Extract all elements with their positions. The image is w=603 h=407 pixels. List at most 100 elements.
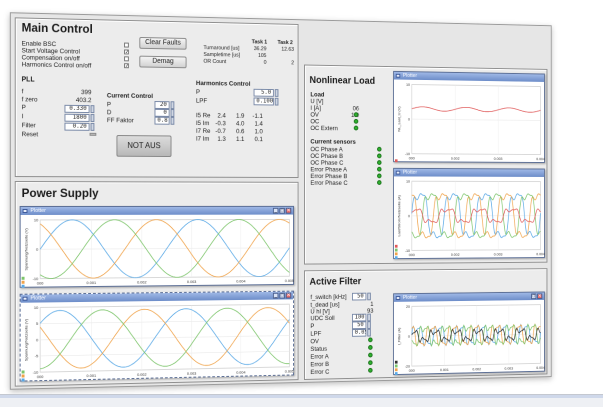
y-axis-label: I_Filter (A) <box>397 327 401 345</box>
close-button[interactable]: ✕ <box>286 293 291 299</box>
harmonics-control-label: Harmonics Control on/off <box>22 61 92 69</box>
enable-bsc-checkbox[interactable] <box>124 43 129 48</box>
af-udc-spinner[interactable] <box>367 314 371 322</box>
x-tick-label: 0.004 <box>236 370 246 375</box>
af-error-b-label: Error B <box>310 361 329 368</box>
maximize-button[interactable]: □ <box>279 293 284 299</box>
af-lpf-spinner[interactable] <box>367 329 371 337</box>
pll-i-spinner[interactable] <box>91 114 95 122</box>
compensation-checkbox[interactable] <box>124 56 129 61</box>
x-tick-label: 0.003 <box>494 252 503 257</box>
pll-reset-toggle[interactable] <box>90 133 97 136</box>
minimize-button[interactable]: _ <box>273 208 279 214</box>
cc-d-spinner[interactable] <box>171 109 175 117</box>
x-tick-label: 0.002 <box>451 252 460 257</box>
legend-swatch <box>395 365 398 368</box>
hc-lpf-input[interactable]: 0.1000 <box>254 97 274 105</box>
pll-filter-spinner[interactable] <box>91 123 95 131</box>
active-filter-plotter[interactable]: Plotter □ ✕ 20 0 -20 000 0.001 0.002 0.003 0.00… <box>393 292 545 376</box>
power-supply-plotter-2[interactable]: Plotter _ □ ✕ 10 5 0 -5 -10 000 0.001 0.002 0.00… <box>20 291 294 382</box>
nonlinear-load-plotter-2[interactable]: Plotter 10 0 -10 000 0.002 0.003 0.004 Last/Str… <box>393 168 545 259</box>
cc-p-input[interactable]: 20 <box>155 101 170 109</box>
hc-row-value: 1.0 <box>248 128 263 135</box>
pll-i-input[interactable]: 1800 <box>64 114 89 122</box>
nonlinear-load-chart-2: 100-10000 0.002 0.003 0.004Last/Strom/Netzs… <box>394 176 546 260</box>
x-tick-label: 000 <box>409 368 416 373</box>
hc-lpf-spinner[interactable] <box>275 98 279 106</box>
close-button[interactable]: ✕ <box>537 293 542 299</box>
sensor-led <box>377 180 381 185</box>
y-axis-label: Last/Strom/Netzseite (A) <box>397 195 401 237</box>
nonlinear-load-chart-1: 100-10000 0.002 0.003 0.004NL_Last_U (V) <box>394 79 546 163</box>
current-sensors-title: Current sensors <box>310 139 355 146</box>
minimize-button[interactable]: □ <box>531 293 536 299</box>
power-supply-chart-1: 100-10000 0.001 0.002 0.003 0.004 0.005Spannu… <box>21 215 295 289</box>
harmonics-control-checkbox[interactable]: ✓ <box>124 63 129 68</box>
load-status-led <box>354 112 358 117</box>
pll-p-spinner[interactable] <box>91 105 95 113</box>
af-fswitch-label: f_switch [kHz] <box>310 294 346 301</box>
pll-p-input[interactable]: 0.330 <box>64 105 89 113</box>
y-tick-label: 0 <box>408 213 411 218</box>
x-tick-label: 0.001 <box>86 280 96 285</box>
main-control-title: Main Control <box>22 20 93 35</box>
cc-p-spinner[interactable] <box>171 101 175 109</box>
not-aus-button[interactable]: NOT AUS <box>116 135 171 157</box>
load-oc-led <box>354 119 358 124</box>
legend-swatch <box>395 368 398 371</box>
af-p-spinner[interactable] <box>367 321 371 329</box>
cc-ff-label: FF Faktor <box>107 117 134 124</box>
demag-button[interactable]: Demag <box>139 56 186 69</box>
close-button[interactable]: ✕ <box>286 208 291 214</box>
legend-swatch <box>395 361 398 364</box>
hc-row-value: 2.4 <box>211 112 226 119</box>
start-voltage-control-checkbox[interactable]: ✓ <box>124 49 129 54</box>
hc-p-spinner[interactable] <box>275 89 279 97</box>
pll-filter-input[interactable]: 0.20 <box>64 123 89 131</box>
cc-d-input[interactable]: 0 <box>155 109 170 117</box>
pll-title: PLL <box>22 76 35 83</box>
x-tick-label: 0.001 <box>440 367 449 372</box>
plotter-title: Plotter <box>403 295 417 301</box>
current-control-title: Current Control <box>107 93 153 101</box>
legend-swatch <box>22 285 25 288</box>
power-supply-panel: Power Supply Plotter _ □ ✕ 10 0 -10 000 0.00… <box>15 181 299 387</box>
y-tick-label: -5 <box>35 353 39 358</box>
x-tick-label: 0.005 <box>285 278 295 283</box>
y-tick-label: 10 <box>406 179 411 184</box>
cc-ff-spinner[interactable] <box>171 117 175 125</box>
af-lpf-input[interactable]: 0.050 <box>352 329 366 337</box>
maximize-button[interactable]: □ <box>279 208 284 214</box>
power-supply-plotter-1[interactable]: Plotter _ □ ✕ 10 0 -10 000 0.001 0.002 0.003 0.… <box>20 206 294 288</box>
plotter-title: Plotter <box>30 295 46 301</box>
af-ov-led <box>368 337 372 342</box>
pll-fzero-label: f zero <box>22 96 38 103</box>
power-supply-title: Power Supply <box>22 186 99 200</box>
plotter-title: Plotter <box>403 170 417 176</box>
af-error-a-label: Error A <box>310 354 328 361</box>
legend-swatch <box>22 378 25 381</box>
af-fswitch-spinner[interactable] <box>367 293 371 301</box>
clear-faults-button[interactable]: Clear Faults <box>139 37 186 50</box>
af-fswitch-input[interactable]: 50 <box>352 293 366 301</box>
y-tick-label: 20 <box>406 304 411 309</box>
x-tick-label: 000 <box>37 374 44 379</box>
y-axis-label: Spannung/Netzseite (V) <box>24 228 29 271</box>
nonlinear-load-plotter-1[interactable]: Plotter 10 0 -10 000 0.002 0.003 0.004 NL_Last_… <box>393 71 545 163</box>
af-error-a-led <box>368 353 372 358</box>
cc-ff-input[interactable]: 0.8 <box>155 117 170 125</box>
x-tick-label: 0.005 <box>285 369 295 374</box>
legend-swatch <box>22 277 25 280</box>
minimize-button[interactable]: _ <box>273 293 279 299</box>
or-count-task2: 2 <box>272 60 294 67</box>
legend-swatch <box>395 372 398 375</box>
af-error-c-label: Error C <box>310 369 329 376</box>
load-oc-extern-label: OC Extern <box>310 125 337 132</box>
main-control-panel: Main Control Enable BSC Start Voltage Co… <box>15 17 299 178</box>
hc-row-value: -1.1 <box>248 113 263 120</box>
hc-p-input[interactable]: 5.0 <box>254 89 274 97</box>
load-oc-extern-led <box>354 126 358 131</box>
x-tick-label: 0.001 <box>86 373 96 378</box>
active-filter-title: Active Filter <box>309 277 361 288</box>
hc-row-value: 1.1 <box>230 136 245 143</box>
